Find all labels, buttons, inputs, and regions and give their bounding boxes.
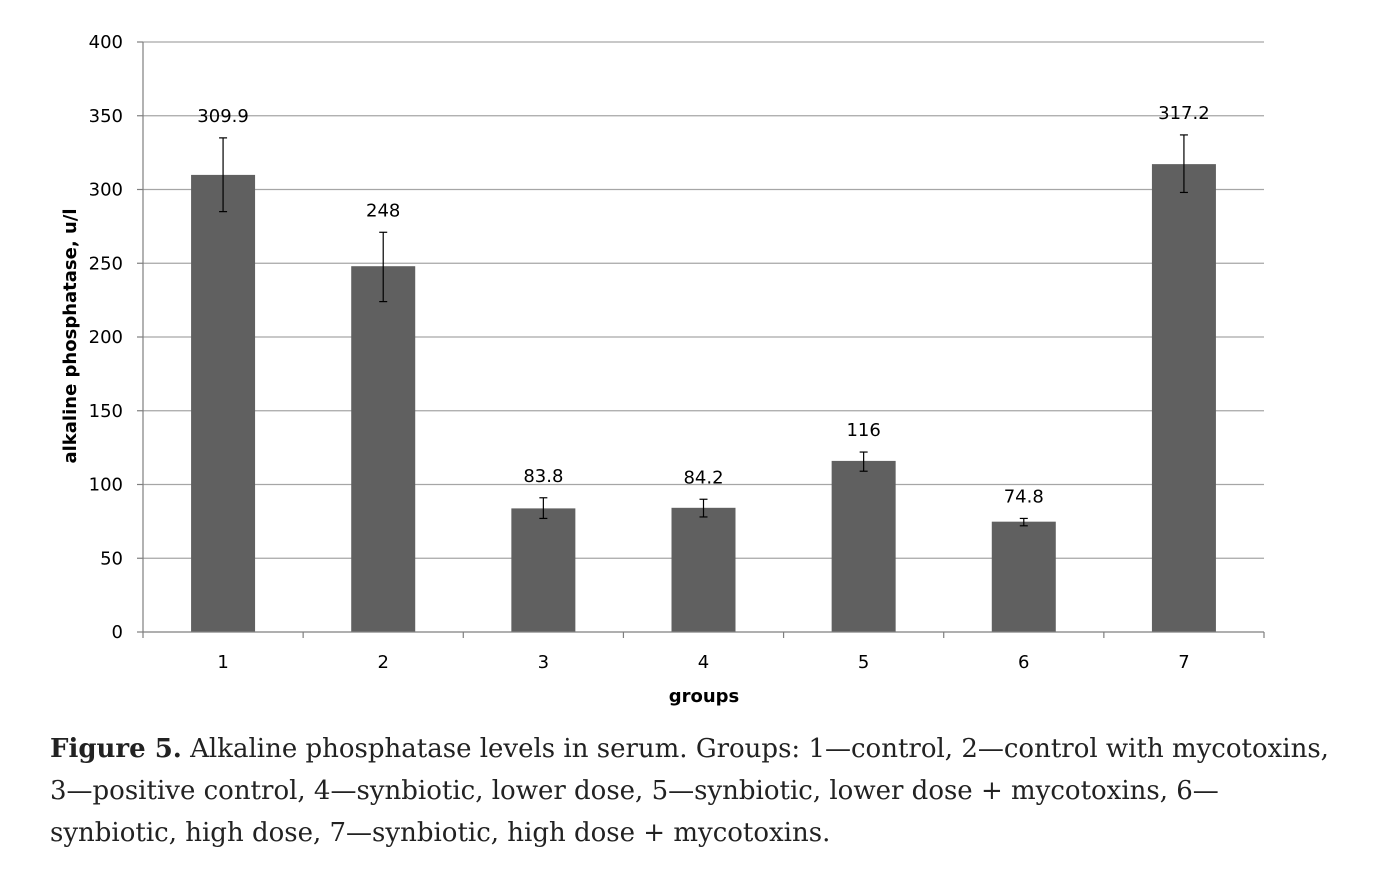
bar — [191, 174, 256, 632]
y-tick-labels: 0 50 100 150 200 250 300 350 400 — [89, 32, 123, 643]
x-tick-label: 2 — [377, 652, 388, 673]
bar — [671, 507, 736, 632]
x-tick-labels: 1 2 3 4 5 6 7 — [217, 652, 1189, 673]
x-axis-title: groups — [669, 686, 740, 707]
data-label: 74.8 — [1004, 486, 1044, 507]
y-axis-title: alkaline phosphatase, u/l — [60, 208, 81, 463]
data-label: 84.2 — [683, 467, 723, 488]
grid-lines — [143, 41, 1264, 559]
y-tick-label: 50 — [100, 548, 123, 569]
bar — [831, 460, 896, 632]
x-tick-label: 1 — [217, 652, 228, 673]
bar-chart: 0 50 100 150 200 250 300 350 400 1 2 3 4 5 6 7 309.9 24… — [60, 32, 1265, 707]
bar — [511, 508, 576, 632]
x-tick-label: 5 — [858, 652, 869, 673]
data-label: 248 — [366, 200, 400, 221]
x-tick-label: 6 — [1018, 652, 1029, 673]
y-tick-label: 200 — [89, 327, 123, 348]
y-tick-label: 300 — [89, 180, 123, 201]
bar — [1151, 164, 1216, 632]
y-tick-label: 400 — [89, 32, 123, 53]
y-tick-label: 250 — [89, 253, 123, 274]
data-label: 116 — [846, 420, 880, 441]
x-tick-label: 4 — [698, 652, 709, 673]
data-label: 83.8 — [523, 466, 563, 487]
axes — [137, 41, 1265, 638]
data-labels: 309.9 248 83.8 84.2 116 74.8 317.2 — [197, 103, 1210, 507]
data-label: 317.2 — [1158, 103, 1210, 124]
bar — [351, 266, 416, 632]
bars — [191, 164, 1216, 632]
y-tick-label: 100 — [89, 475, 123, 496]
y-tick-label: 0 — [112, 622, 123, 643]
caption-text: Alkaline phosphatase levels in serum. Gr… — [50, 734, 1329, 848]
bar — [991, 521, 1056, 632]
y-tick-label: 150 — [89, 401, 123, 422]
figure-caption: Figure 5. Alkaline phosphatase levels in… — [50, 728, 1340, 854]
x-tick-label: 7 — [1178, 652, 1189, 673]
x-tick-label: 3 — [538, 652, 549, 673]
y-tick-label: 350 — [89, 106, 123, 127]
caption-label: Figure 5. — [50, 734, 182, 764]
error-bars — [219, 134, 1188, 527]
data-label: 309.9 — [197, 106, 249, 127]
